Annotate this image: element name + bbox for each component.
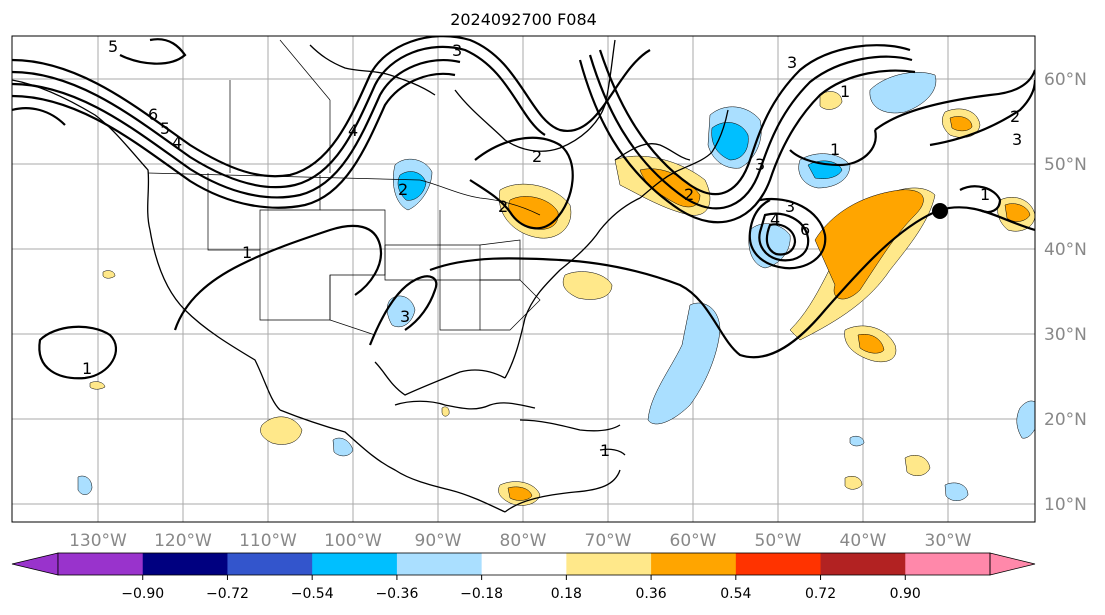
contour-label: 1 xyxy=(840,82,850,101)
lat-label: 60°N xyxy=(1044,70,1087,90)
lat-label: 20°N xyxy=(1044,410,1087,430)
contour-label: 3 xyxy=(755,155,765,174)
lon-label: 50°W xyxy=(755,531,802,551)
contour-label: 2 xyxy=(532,147,542,166)
coastlines xyxy=(12,39,729,513)
lon-label: 110°W xyxy=(239,531,297,551)
contour-label: 4 xyxy=(172,133,182,152)
storm-position-marker xyxy=(932,203,948,219)
colorbar-segment xyxy=(905,553,991,575)
contour-label: 1 xyxy=(600,441,610,460)
contour-label: 4 xyxy=(348,121,358,140)
contour-label: 5 xyxy=(108,37,118,56)
colorbar-tick-label: 0.90 xyxy=(890,586,921,602)
colorbar-tick-label: 0.18 xyxy=(551,586,582,602)
colorbar-tick-label: −0.18 xyxy=(460,586,503,602)
contour-label: 2 xyxy=(398,180,408,199)
colorbar-segment xyxy=(735,553,822,575)
contour-label: 3 xyxy=(785,197,795,216)
contour-label: 1 xyxy=(82,359,92,378)
contour-label: 1 xyxy=(242,243,252,262)
colorbar-frame xyxy=(57,552,991,576)
colorbar-segment xyxy=(566,553,652,575)
contour-label: 3 xyxy=(787,53,797,72)
colorbar-overflow-triangle xyxy=(989,552,1036,576)
graticule xyxy=(12,36,1035,522)
lon-label: 120°W xyxy=(154,531,212,551)
contour-label: 6 xyxy=(800,220,810,239)
colorbar-tick-label: −0.90 xyxy=(121,586,164,602)
lon-label: 30°W xyxy=(925,531,972,551)
map-title: 2024092700 F084 xyxy=(450,10,597,29)
contour-label: 6 xyxy=(148,105,158,124)
colorbar: −0.90 −0.72 −0.54 −0.36 −0.18 0.18 0.36 0.54 0.7… xyxy=(11,552,1036,602)
map-frame xyxy=(11,35,1036,523)
contour-label: 1 xyxy=(980,185,990,204)
contour-label: 2 xyxy=(1010,107,1020,126)
colorbar-segment xyxy=(820,553,906,575)
contour-label: 3 xyxy=(400,307,410,326)
lon-label: 40°W xyxy=(840,531,887,551)
colorbar-tick-label: −0.54 xyxy=(291,586,334,602)
colorbar-segment xyxy=(396,553,483,575)
colorbar-segment xyxy=(481,553,567,575)
lat-label: 30°N xyxy=(1044,325,1087,345)
lat-label: 10°N xyxy=(1044,495,1087,515)
colorbar-underflow-triangle xyxy=(11,552,59,576)
latitude-labels: 60°N 50°N 40°N 30°N 20°N 10°N xyxy=(1044,70,1087,515)
lon-label: 60°W xyxy=(670,531,717,551)
colorbar-tick-label: 0.72 xyxy=(805,586,836,602)
contour-label-group: 5 3 6 5 4 2 1 2 3 4 1 2 1 3 1 1 2 3 4 3 … xyxy=(82,37,1022,460)
lon-label: 90°W xyxy=(415,531,462,551)
contour-label: 5 xyxy=(160,119,170,138)
contour-label: 2 xyxy=(498,197,508,216)
lat-label: 40°N xyxy=(1044,240,1087,260)
colorbar-tick-label: −0.36 xyxy=(375,586,418,602)
contour-label: 2 xyxy=(684,185,694,204)
colorbar-tick-label: −0.72 xyxy=(206,586,249,602)
colorbar-segment xyxy=(142,553,228,575)
positive-anomaly-shading xyxy=(89,91,1035,506)
colorbar-tick-label: 0.54 xyxy=(720,586,751,602)
contour-label: 3 xyxy=(452,41,462,60)
colorbar-segment xyxy=(651,553,737,575)
longitude-labels: 130°W 120°W 110°W 100°W 90°W 80°W 70°W 6… xyxy=(69,531,972,551)
contour-label: 4 xyxy=(770,210,780,229)
lon-label: 70°W xyxy=(585,531,632,551)
colorbar-tick-label: 0.36 xyxy=(636,586,667,602)
colorbar-segment xyxy=(227,553,313,575)
contour-label: 3 xyxy=(1012,130,1022,149)
contour-label: 1 xyxy=(830,140,840,159)
colorbar-segment xyxy=(58,553,144,575)
lon-label: 130°W xyxy=(69,531,127,551)
lon-label: 80°W xyxy=(500,531,547,551)
lon-label: 100°W xyxy=(324,531,382,551)
political-borders xyxy=(147,39,541,336)
colorbar-segment xyxy=(312,553,398,575)
lat-label: 50°N xyxy=(1044,155,1087,175)
